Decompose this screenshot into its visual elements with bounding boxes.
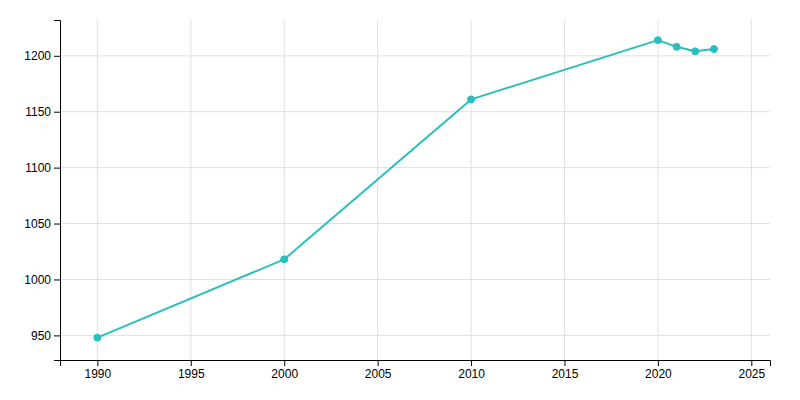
grid-line (284, 20, 285, 360)
tick: 1150 (25, 105, 60, 119)
grid-line (564, 20, 565, 360)
tick: 2025 (738, 360, 765, 381)
grid-line (471, 20, 472, 360)
grid-line (60, 55, 770, 56)
tick-mark (54, 168, 60, 169)
tick-label: 1000 (24, 273, 51, 287)
tick-label: 1150 (25, 105, 51, 119)
grid-line (60, 335, 770, 336)
y-axis: 950 1000 1050 1100 1150 1200 (24, 21, 60, 361)
tick-label: 2020 (645, 367, 672, 381)
grid-line (657, 20, 658, 360)
grid-line (97, 20, 98, 360)
tick-mark (54, 112, 60, 113)
tick-label: 2000 (271, 367, 298, 381)
grid-line (190, 20, 191, 360)
chart-svg: 1990 1995 2000 2005 2010 2015 2020 2025 950 1000 1… (0, 0, 800, 400)
tick: 1100 (25, 161, 60, 175)
tick: 1995 (178, 360, 205, 381)
tick-label: 1995 (178, 367, 205, 381)
tick: 1000 (24, 273, 60, 287)
tick: 2005 (365, 360, 392, 381)
tick-mark (284, 360, 285, 366)
chart-container: 1990 1995 2000 2005 2010 2015 2020 2025 950 1000 1… (0, 0, 800, 400)
point (654, 37, 661, 44)
tick-label: 2015 (552, 367, 579, 381)
point (281, 256, 288, 263)
tick-mark (378, 360, 379, 366)
point (673, 43, 680, 50)
tick-label: 2010 (458, 367, 485, 381)
tick-label: 1100 (25, 161, 51, 175)
tick-mark (54, 335, 60, 336)
tick-label: 1050 (24, 217, 51, 231)
tick-label: 1990 (85, 367, 112, 381)
point (710, 46, 717, 53)
grid-line (60, 279, 770, 280)
tick-mark (751, 360, 752, 366)
tick-mark (54, 56, 60, 57)
point (94, 334, 101, 341)
plot-area: 1990 1995 2000 2005 2010 2015 2020 2025 950 1000 1… (24, 20, 770, 381)
tick-mark (54, 224, 60, 225)
tick-label: 2005 (365, 367, 392, 381)
marks (94, 37, 718, 342)
point (692, 48, 699, 55)
tick: 950 (31, 329, 60, 343)
axis-line (61, 361, 771, 367)
tick: 2000 (271, 360, 298, 381)
point (468, 96, 475, 103)
tick: 2010 (458, 360, 485, 381)
tick: 2020 (645, 360, 672, 381)
tick-mark (471, 360, 472, 366)
tick-label: 950 (31, 329, 51, 343)
grid-line (751, 20, 752, 360)
grid-line (60, 111, 770, 112)
axis-line (54, 21, 61, 361)
tick-mark (658, 360, 659, 366)
tick-label: 1200 (24, 49, 51, 63)
x-axis: 1990 1995 2000 2005 2010 2015 2020 2025 (61, 360, 771, 381)
tick-mark (191, 360, 192, 366)
tick: 1050 (24, 217, 60, 231)
tick-label: 2025 (738, 367, 765, 381)
tick-mark (97, 360, 98, 366)
grid-line (60, 167, 770, 168)
tick-mark (564, 360, 565, 366)
tick-mark (54, 279, 60, 280)
line (97, 40, 714, 338)
tick: 1990 (85, 360, 112, 381)
tick: 2015 (552, 360, 579, 381)
grid (60, 20, 770, 360)
grid-line (377, 20, 378, 360)
grid-line (60, 223, 770, 224)
tick: 1200 (24, 49, 60, 63)
